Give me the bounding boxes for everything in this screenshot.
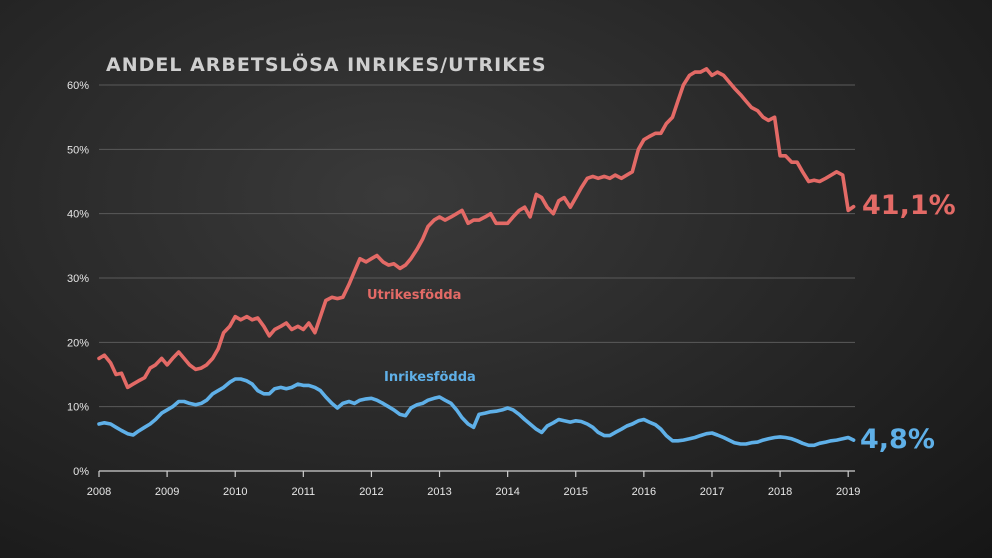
series-line-utrikesfodda [97,67,856,390]
end-label-utrikesfodda: 41,1% [862,190,956,221]
y-tick-label: 40% [67,209,89,221]
y-tick-label: 30% [67,273,89,285]
grid-lines [99,84,855,408]
x-tick-label: 2017 [700,486,724,498]
x-tick-label: 2008 [87,486,111,498]
y-tick-label: 10% [67,402,89,414]
x-axis: 2008 2009 2010 2011 2012 2013 2014 2015 2016 2017… [87,470,860,498]
chart-title: ANDEL ARBETSLÖSA INRIKES/UTRIKES [106,52,547,76]
x-tick-label: 2014 [495,486,519,498]
series-lines [97,67,856,448]
series-line-inrikesfodda [97,377,856,448]
end-label-inrikesfodda: 4,8% [860,424,935,455]
y-tick-label: 60% [67,80,89,92]
x-tick-label: 2013 [427,486,451,498]
x-tick-label: 2016 [632,486,656,498]
x-tick-label: 2018 [768,486,792,498]
x-tick-label: 2010 [223,486,247,498]
x-tick-label: 2019 [836,486,860,498]
y-tick-label: 50% [67,144,89,156]
y-tick-label: 20% [67,337,89,349]
x-tick-label: 2015 [564,486,588,498]
x-tick-label: 2011 [291,486,315,498]
x-tick-label: 2009 [155,486,179,498]
series-label-inrikesfodda: Inrikesfödda [384,370,476,385]
y-tick-label: 0% [73,466,89,478]
x-tick-label: 2012 [359,486,383,498]
y-axis-ticks: 0% 10% 20% 30% 40% 50% 60% [67,80,89,478]
series-label-utrikesfodda: Utrikesfödda [367,288,461,303]
